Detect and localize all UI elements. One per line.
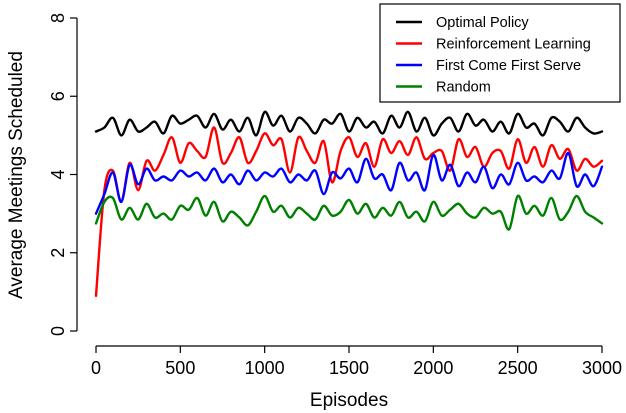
y-tick-label: 4 xyxy=(48,169,68,179)
series-line-first-come-first-serve xyxy=(94,151,604,215)
y-axis-title: Average Meetings Scheduled xyxy=(6,51,27,299)
legend-label-optimal-policy: Optimal Policy xyxy=(436,15,529,31)
series-line-random xyxy=(94,194,604,231)
y-tick-label: 0 xyxy=(48,326,68,336)
x-tick-label: 500 xyxy=(165,358,195,378)
series-line-optimal-policy xyxy=(94,110,604,137)
legend: Optimal Policy Reinforcement Learning Firs… xyxy=(379,3,621,103)
y-tick-label: 6 xyxy=(48,91,68,101)
y-tick-label: 8 xyxy=(48,13,68,23)
series-lines xyxy=(94,110,604,297)
series-line-reinforcement-learning xyxy=(94,126,604,297)
legend-label-first-come-first-serve: First Come First Serve xyxy=(436,58,581,74)
y-axis-ticks: 0 2 4 6 8 xyxy=(48,13,77,336)
x-axis-title: Episodes xyxy=(310,390,388,411)
x-tick-label: 1500 xyxy=(329,358,369,378)
x-tick-label: 1000 xyxy=(245,358,285,378)
x-tick-label: 2500 xyxy=(498,358,538,378)
x-tick-label: 2000 xyxy=(413,358,453,378)
x-tick-label: 0 xyxy=(91,358,101,378)
y-tick-label: 2 xyxy=(48,248,68,258)
legend-label-random: Random xyxy=(436,80,491,96)
legend-label-reinforcement-learning: Reinforcement Learning xyxy=(436,37,591,53)
x-axis-ticks: 0 500 1000 1500 2000 2500 3000 xyxy=(91,346,622,378)
x-tick-label: 3000 xyxy=(582,358,622,378)
